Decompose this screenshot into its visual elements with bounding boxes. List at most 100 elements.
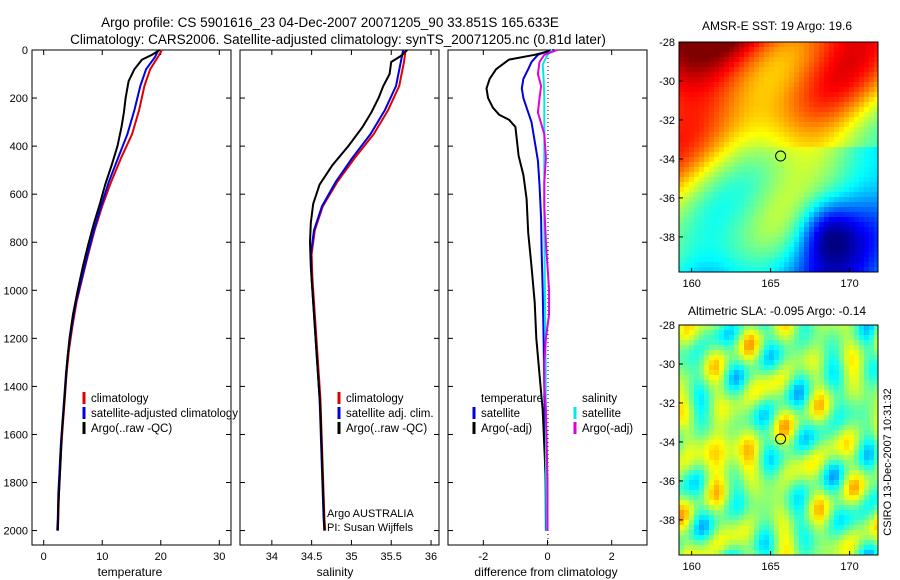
heatmap-cell	[774, 360, 780, 366]
heatmap-cell	[839, 365, 845, 371]
heatmap-cell	[759, 147, 765, 153]
heatmap-cell	[794, 545, 800, 551]
heatmap-cell	[809, 247, 815, 253]
heatmap-cell	[804, 47, 810, 53]
heatmap-cell	[734, 410, 740, 416]
heatmap-cell	[799, 172, 805, 178]
heatmap-cell	[874, 360, 878, 366]
heatmap-cell	[844, 202, 850, 208]
heatmap-cell	[734, 152, 740, 158]
heatmap-cell	[874, 455, 878, 461]
heatmap-cell	[874, 460, 878, 466]
heatmap-cell	[799, 460, 805, 466]
heatmap-cell	[789, 520, 795, 526]
heatmap-cell	[704, 57, 710, 63]
heatmap-cell	[754, 82, 760, 88]
heatmap-cell	[694, 550, 700, 555]
heatmap-cell	[729, 232, 735, 238]
heatmap-cell	[759, 87, 765, 93]
heatmap-cell	[779, 470, 785, 476]
heatmap-cell	[794, 435, 800, 441]
heatmap-cell	[784, 380, 790, 386]
heatmap-cell	[789, 545, 795, 551]
heatmap-cell	[699, 370, 705, 376]
heatmap-cell	[864, 385, 870, 391]
heatmap-cell	[874, 355, 878, 361]
heatmap-cell	[734, 525, 740, 531]
heatmap-cell	[839, 62, 845, 68]
heatmap-cell	[844, 57, 850, 63]
heatmap-cell	[809, 335, 815, 341]
heatmap-cell	[744, 430, 750, 436]
heatmap-cell	[699, 435, 705, 441]
heatmap-cell	[699, 102, 705, 108]
heatmap-cell	[819, 365, 825, 371]
heatmap-cell	[834, 127, 840, 133]
heatmap-cell	[754, 237, 760, 243]
heatmap-cell	[739, 365, 745, 371]
heatmap-cell	[869, 405, 875, 411]
x-tick-label: 30	[213, 551, 225, 563]
heatmap-cell	[864, 97, 870, 103]
heatmap-cell	[854, 460, 860, 466]
heatmap-cell	[704, 127, 710, 133]
heatmap-cell	[804, 62, 810, 68]
heatmap-cell	[724, 257, 730, 263]
heatmap-cell	[709, 177, 715, 183]
heatmap-cell	[759, 217, 765, 223]
heatmap-cell	[704, 530, 710, 536]
heatmap-cell	[869, 490, 875, 496]
heatmap-cell	[699, 77, 705, 83]
heatmap-cell	[849, 117, 855, 123]
heatmap-cell	[689, 192, 695, 198]
heatmap-cell	[724, 87, 730, 93]
heatmap-cell	[794, 232, 800, 238]
heatmap-cell	[779, 530, 785, 536]
heatmap-cell	[759, 405, 765, 411]
heatmap-cell	[699, 360, 705, 366]
heatmap-cell	[814, 52, 820, 58]
heatmap-cell	[824, 410, 830, 416]
heatmap-cell	[829, 202, 835, 208]
heatmap-cell	[749, 515, 755, 521]
heatmap-cell	[814, 102, 820, 108]
heatmap-cell	[834, 415, 840, 421]
heatmap-cell	[694, 340, 700, 346]
heatmap-cell	[814, 540, 820, 546]
heatmap-cell	[854, 162, 860, 168]
heatmap-cell	[834, 117, 840, 123]
heatmap-cell	[814, 340, 820, 346]
heatmap-cell	[754, 380, 760, 386]
heatmap-cell	[804, 242, 810, 248]
heatmap-cell	[779, 525, 785, 531]
heatmap-cell	[844, 147, 850, 153]
heatmap-cell	[719, 97, 725, 103]
heatmap-cell	[819, 360, 825, 366]
heatmap-cell	[759, 227, 765, 233]
heatmap-cell	[859, 535, 865, 541]
heatmap-cell	[804, 475, 810, 481]
heatmap-cell	[694, 212, 700, 218]
heatmap-cell	[794, 72, 800, 78]
heatmap-cell	[854, 62, 860, 68]
heatmap-cell	[844, 365, 850, 371]
heatmap-cell	[749, 345, 755, 351]
heatmap-cell	[694, 445, 700, 451]
heatmap-cell	[834, 262, 840, 268]
heatmap-cell	[829, 172, 835, 178]
heatmap-cell	[854, 47, 860, 53]
heatmap-cell	[784, 550, 790, 555]
heatmap-cell	[854, 267, 860, 272]
heatmap-cell	[759, 92, 765, 98]
heatmap-cell	[749, 335, 755, 341]
heatmap-cell	[724, 62, 730, 68]
heatmap-cell	[714, 370, 720, 376]
heatmap-cell	[759, 400, 765, 406]
heatmap-cell	[844, 187, 850, 193]
heatmap-cell	[709, 67, 715, 73]
heatmap-cell	[754, 52, 760, 58]
heatmap-cell	[819, 525, 825, 531]
heatmap-cell	[739, 82, 745, 88]
legend-title-temperature: temperature	[481, 393, 543, 405]
heatmap-cell	[749, 172, 755, 178]
